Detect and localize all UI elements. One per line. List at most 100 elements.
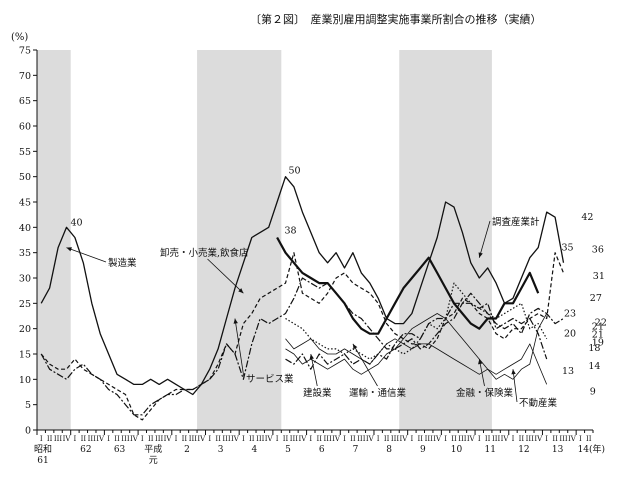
- y-tick-label: 45: [19, 198, 31, 209]
- quarter-label: IV: [265, 435, 274, 443]
- y-tick-label: 40: [19, 223, 31, 234]
- data-label: 20: [564, 329, 576, 340]
- data-label: 40: [70, 217, 82, 228]
- quarter-label: I: [40, 435, 43, 443]
- data-label: 35: [562, 243, 574, 254]
- data-label: 36: [592, 245, 604, 256]
- data-label: 9: [590, 386, 596, 397]
- year-label: 6: [319, 445, 325, 455]
- quarter-label: II: [485, 435, 491, 443]
- quarter-label: II: [316, 435, 322, 443]
- quarter-label: I: [276, 435, 279, 443]
- quarter-label: II: [47, 435, 53, 443]
- series-line: [40, 277, 564, 416]
- quarter-label: II: [384, 435, 390, 443]
- quarter-label: III: [121, 435, 130, 443]
- leader-line: [66, 247, 107, 263]
- leader-arrowhead: [478, 359, 483, 365]
- quarter-label: IV: [63, 435, 72, 443]
- quarter-label: II: [215, 435, 221, 443]
- series-label: 製造業: [108, 257, 137, 269]
- shaded-periods: [37, 50, 492, 430]
- quarter-label: IV: [501, 435, 510, 443]
- data-label: 13: [562, 366, 574, 377]
- quarter-label: III: [425, 435, 434, 443]
- y-tick-label: 55: [19, 147, 31, 158]
- year-label: 9: [420, 445, 426, 455]
- quarter-label: IV: [400, 435, 409, 443]
- y-tick-label: 70: [19, 71, 31, 82]
- quarter-label: I: [141, 435, 144, 443]
- series-line: [285, 313, 548, 380]
- quarter-label: III: [290, 435, 299, 443]
- quarter-label: IV: [332, 435, 341, 443]
- data-label: 50: [289, 166, 301, 177]
- data-label: 23: [564, 308, 576, 319]
- year-label: 62: [80, 445, 91, 455]
- year-label: 4: [251, 445, 257, 455]
- quarter-label: II: [451, 435, 457, 443]
- quarter-label: I: [444, 435, 447, 443]
- quarter-label: I: [242, 435, 245, 443]
- quarter-label: III: [391, 435, 400, 443]
- quarter-label: III: [526, 435, 535, 443]
- quarter-label: III: [189, 435, 198, 443]
- series-lines: [40, 176, 565, 421]
- quarter-label: I: [512, 435, 515, 443]
- leader-arrowhead: [478, 252, 483, 258]
- y-tick-label: 20: [19, 324, 31, 335]
- leader-arrowhead: [66, 247, 72, 252]
- quarter-label: IV: [366, 435, 375, 443]
- data-label: 14: [588, 361, 600, 372]
- quarter-label: II: [350, 435, 356, 443]
- quarter-label: IV: [534, 435, 543, 443]
- quarter-label: I: [579, 435, 582, 443]
- quarter-label: I: [410, 435, 413, 443]
- series-label: 運輸・通信業: [349, 387, 407, 399]
- quarter-label: II: [182, 435, 188, 443]
- series-line: [40, 176, 565, 396]
- series-line: [276, 236, 540, 335]
- y-tick-label: 5: [25, 400, 31, 411]
- series-label: 卸売・小売業,飲食店: [160, 247, 249, 259]
- chart-title: 〔第２図〕 産業別雇用調整実施事業所割合の推移（実績）: [250, 12, 542, 26]
- year-label: 5: [285, 445, 291, 455]
- year-label: 61: [37, 456, 48, 466]
- quarter-label: IV: [130, 435, 139, 443]
- quarter-label: IV: [568, 435, 577, 443]
- quarter-label: IV: [96, 435, 105, 443]
- quarter-label: IV: [164, 435, 173, 443]
- data-label: 21: [592, 322, 604, 333]
- quarter-label: II: [148, 435, 154, 443]
- year-label: 14(年): [578, 443, 605, 455]
- quarter-label: III: [458, 435, 467, 443]
- series-label: サービス業: [246, 373, 294, 385]
- leader-arrowhead: [511, 369, 516, 375]
- year-label: 元: [149, 456, 158, 466]
- quarter-label: I: [175, 435, 178, 443]
- shaded-band: [37, 50, 71, 430]
- quarter-label: IV: [197, 435, 206, 443]
- y-tick-label: 0: [25, 426, 31, 437]
- quarter-label: I: [478, 435, 481, 443]
- year-label: 平成: [144, 443, 162, 455]
- series-label: 調査産業計: [492, 216, 540, 228]
- leader-line: [207, 258, 244, 294]
- year-label: 13: [552, 445, 564, 455]
- quarter-label: I: [309, 435, 312, 443]
- leader-line: [512, 369, 518, 403]
- quarter-label: I: [545, 435, 548, 443]
- quarter-label: I: [107, 435, 110, 443]
- leader-arrowhead: [238, 288, 244, 294]
- quarter-label: III: [222, 435, 231, 443]
- year-label: 10: [451, 445, 463, 455]
- series-line: [285, 338, 548, 385]
- quarter-label: I: [208, 435, 211, 443]
- leader-arrowhead: [309, 354, 314, 360]
- quarter-label: IV: [467, 435, 476, 443]
- quarter-label: I: [74, 435, 77, 443]
- year-label: 12: [518, 445, 529, 455]
